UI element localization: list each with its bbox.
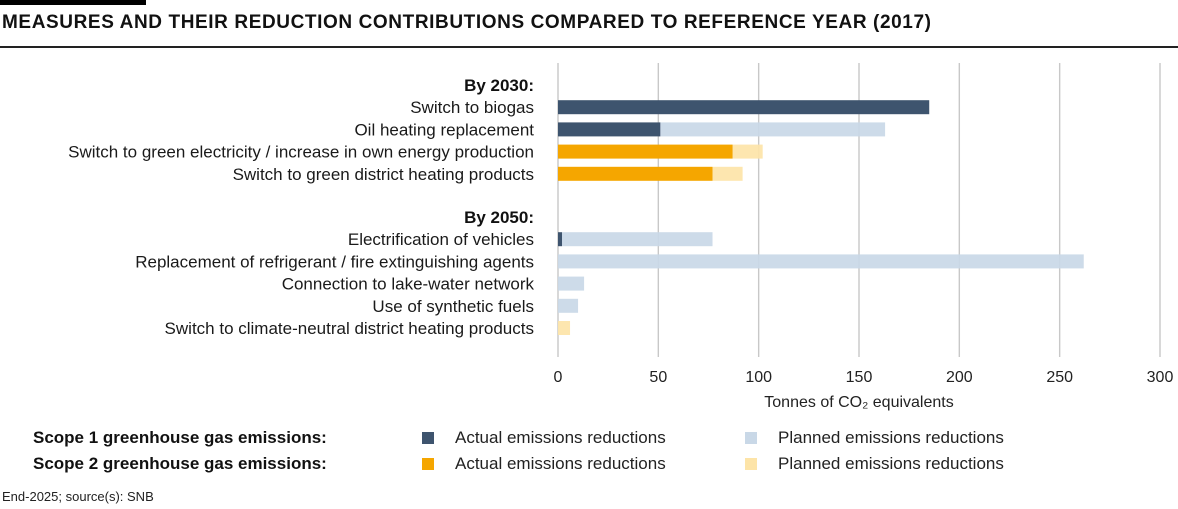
- x-tick-label: 100: [745, 369, 772, 386]
- group-heading: By 2030:: [464, 76, 534, 95]
- bar-planned: [660, 122, 886, 137]
- title-divider: [0, 46, 1178, 48]
- legend-label-scope2-actual: Actual emissions reductions: [455, 454, 666, 473]
- bar-actual: [558, 232, 563, 247]
- bar-planned: [558, 321, 571, 335]
- x-axis-label: Tonnes of CO₂ equivalents: [764, 394, 953, 411]
- legend-label-scope2-planned: Planned emissions reductions: [778, 454, 1004, 473]
- category-label: Switch to climate-neutral district heati…: [165, 319, 534, 338]
- legend-label-scope1-planned: Planned emissions reductions: [778, 428, 1004, 447]
- bar-planned: [732, 144, 763, 159]
- category-label: Connection to lake-water network: [282, 275, 535, 294]
- bar-actual: [558, 166, 713, 181]
- source-note: End-2025; source(s): SNB: [2, 489, 154, 504]
- category-label: Switch to green electricity / increase i…: [68, 143, 534, 162]
- legend-row-scope1: Scope 1 greenhouse gas emissions: Actual…: [0, 428, 1178, 450]
- x-tick-label: 0: [554, 369, 563, 386]
- bar-actual: [558, 144, 733, 159]
- chart-title: MEASURES AND THEIR REDUCTION CONTRIBUTIO…: [2, 12, 932, 33]
- legend-swatch-scope2-actual: [422, 458, 434, 470]
- category-label: Switch to green district heating product…: [233, 165, 534, 184]
- category-label: Switch to biogas: [410, 98, 534, 117]
- legend-swatch-scope1-planned: [745, 432, 757, 444]
- bar-chart: 0 50 100 150 200 250 300 Tonnes of CO₂ equivale…: [68, 63, 1174, 411]
- legend-label-scope1-actual: Actual emissions reductions: [455, 428, 666, 447]
- bar-planned: [712, 166, 743, 181]
- legend-heading-scope2: Scope 2 greenhouse gas emissions:: [33, 454, 327, 473]
- bar-planned: [558, 298, 579, 313]
- group-heading: By 2050:: [464, 208, 534, 227]
- bar-actual: [558, 100, 930, 115]
- category-label: Replacement of refrigerant / fire exting…: [135, 252, 534, 271]
- x-tick-label: 250: [1046, 369, 1073, 386]
- category-label: Oil heating replacement: [354, 120, 534, 139]
- category-label: Electrification of vehicles: [348, 230, 534, 249]
- title-accent-bar: [0, 0, 146, 5]
- x-tick-label: 300: [1147, 369, 1174, 386]
- bar-planned: [558, 254, 1084, 269]
- legend-swatch-scope2-planned: [745, 458, 757, 470]
- bar-actual: [558, 122, 661, 137]
- legend-heading-scope1: Scope 1 greenhouse gas emissions:: [33, 428, 327, 447]
- bar-planned: [558, 276, 585, 291]
- category-label: Use of synthetic fuels: [372, 297, 534, 316]
- x-tick-label: 150: [846, 369, 873, 386]
- bar-planned: [562, 232, 713, 247]
- legend-row-scope2: Scope 2 greenhouse gas emissions: Actual…: [0, 454, 1178, 476]
- x-tick-label: 200: [946, 369, 973, 386]
- x-tick-label: 50: [649, 369, 667, 386]
- legend-swatch-scope1-actual: [422, 432, 434, 444]
